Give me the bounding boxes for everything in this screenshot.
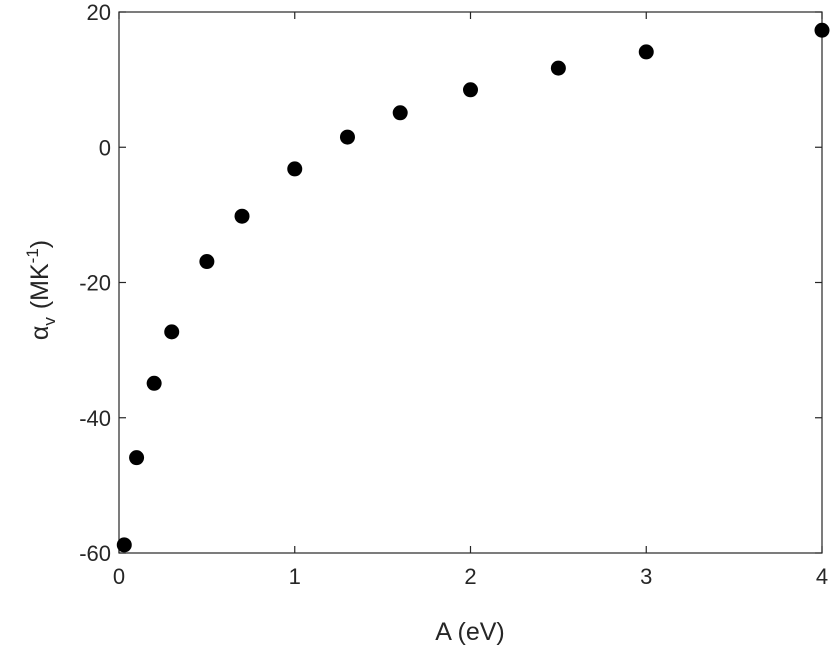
y-tick-label: 0 [99,135,111,160]
data-point [129,450,145,466]
data-point [234,208,250,224]
data-point [116,537,132,553]
y-tick-label: -60 [79,541,111,566]
data-point [814,22,830,38]
data-point [164,324,180,340]
y-axis-label-unit-close: ) [26,240,54,248]
data-point [287,161,303,177]
plot-area [118,11,823,554]
data-point [146,375,162,391]
x-tick-label: 1 [289,564,301,589]
data-point [392,105,408,121]
y-axis-label-unit-sup: -1 [23,248,42,263]
y-tick-label: -40 [79,406,111,431]
x-axis-label: A (eV) [435,618,504,646]
y-axis-label-unit-open: (MK [26,263,54,309]
x-tick-label: 2 [464,564,476,589]
data-points [116,22,830,553]
data-point [638,44,654,60]
x-tick-label: 4 [816,564,828,589]
y-axis-label-symbol: α [26,326,54,340]
y-axis-ticks: -60 -40 -20 0 20 [79,0,822,566]
y-axis-label: αv (MK-1) [23,240,59,340]
x-tick-label: 0 [113,564,125,589]
x-tick-label: 3 [640,564,652,589]
data-point [550,60,566,76]
y-tick-label: -20 [79,271,111,296]
data-point [199,254,215,270]
y-tick-label: 20 [87,0,111,25]
data-point [463,82,478,98]
y-axis-label-subscript: v [40,317,59,326]
data-point [339,129,355,145]
